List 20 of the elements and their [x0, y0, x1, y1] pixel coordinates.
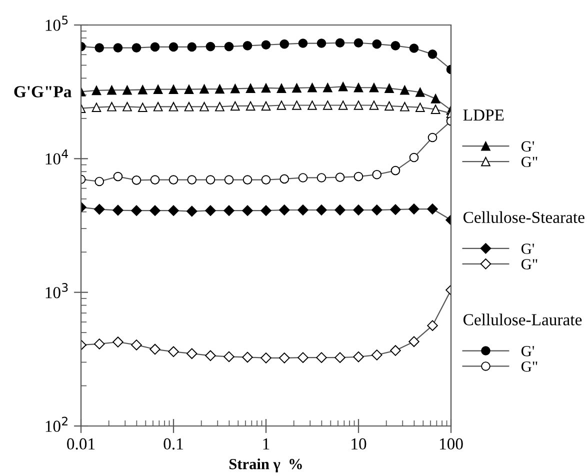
- x-axis-title: Strain γ %: [230, 458, 302, 472]
- text: Cellulose-Stearate: [463, 211, 584, 224]
- legend-label: G": [521, 156, 538, 168]
- text: LDPE: [463, 110, 504, 121]
- text: Cellulose-Laurate: [463, 314, 582, 326]
- legend-label: G": [521, 361, 538, 372]
- y-tick-label: 10$^{5}$: [46, 16, 68, 31]
- legend-label: G': [521, 244, 534, 254]
- x-tick-label: 0.01: [67, 438, 95, 450]
- x-tick-label: 0.1: [164, 438, 183, 450]
- legend-label: G': [521, 346, 534, 356]
- x-tick-label: 10: [352, 438, 366, 450]
- x-tick-label: 1: [263, 438, 270, 450]
- y-tick-label: 10$^{4}$: [46, 149, 68, 165]
- y-tick-label: 10$^{3}$: [46, 283, 68, 298]
- y-axis-title: G'G"Pa: [14, 86, 72, 98]
- legend-label: G': [521, 141, 534, 152]
- legend-label: G": [521, 259, 538, 270]
- x-tick-label: 100: [440, 438, 463, 450]
- y-tick-label: 10$^{2}$: [46, 416, 68, 432]
